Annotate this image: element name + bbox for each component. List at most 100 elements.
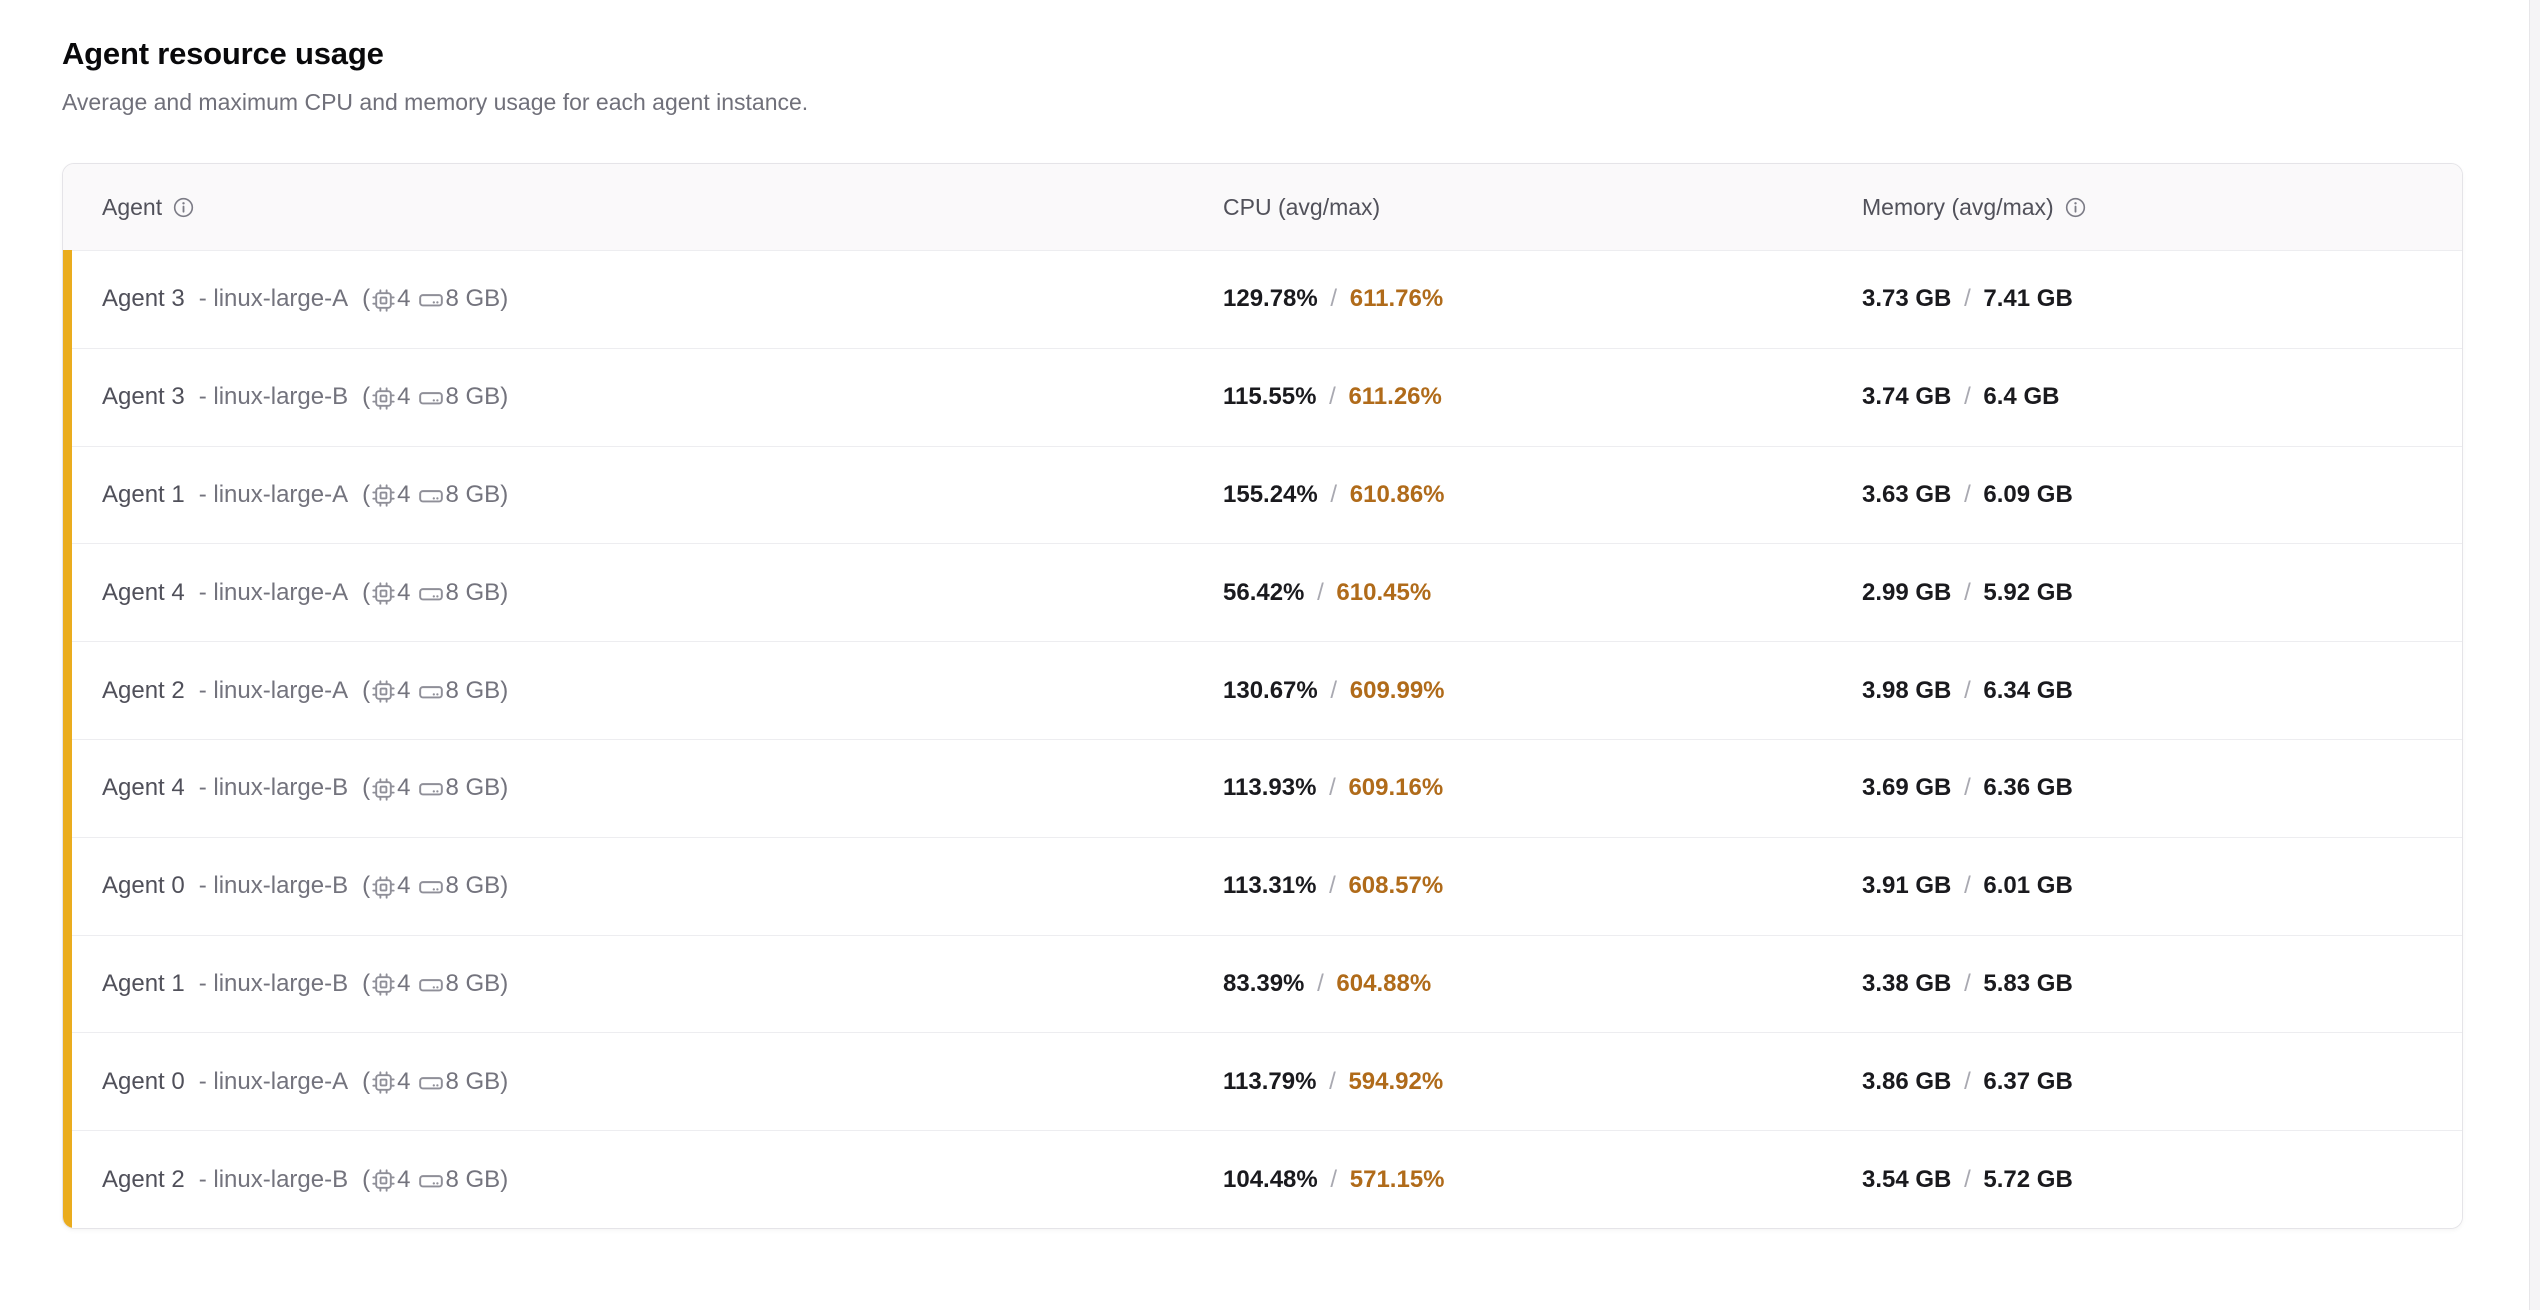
memory-avg-value: 3.63 GB xyxy=(1862,480,1952,508)
cpu-usage-cell: 113.79% / 594.92% xyxy=(1184,1068,1823,1096)
cpu-count: 4 xyxy=(397,774,411,802)
ram-amount: 8 GB xyxy=(445,1165,501,1193)
info-icon[interactable] xyxy=(2064,196,2087,219)
memory-max-value: 5.83 GB xyxy=(1983,969,2073,997)
ram-amount: 8 GB xyxy=(445,872,501,900)
cpu-chip-icon xyxy=(371,1070,396,1095)
agent-spec: ( 4 8 GB ) xyxy=(362,285,508,313)
agent-cell: Agent 1 - linux-large-B ( 4 8 GB xyxy=(63,970,1184,998)
spec-close-paren: ) xyxy=(500,774,509,802)
spec-open-paren: ( xyxy=(362,383,371,411)
cpu-count: 4 xyxy=(397,676,411,704)
cpu-avg-value: 56.42% xyxy=(1223,578,1305,606)
cpu-count: 4 xyxy=(397,1067,411,1095)
info-icon[interactable] xyxy=(172,196,195,219)
cpu-max-value: 609.99% xyxy=(1349,676,1445,704)
agent-name: Agent 2 xyxy=(102,676,185,704)
cpu-max-value: 604.88% xyxy=(1336,969,1432,997)
ram-amount: 8 GB xyxy=(445,1067,501,1095)
agent-cell: Agent 0 - linux-large-B ( 4 8 GB xyxy=(63,872,1184,900)
spec-open-paren: ( xyxy=(362,1165,371,1193)
table-row: Agent 0 - linux-large-B ( 4 8 GB xyxy=(63,836,2462,935)
memory-drive-icon xyxy=(418,679,444,705)
spec-open-paren: ( xyxy=(362,480,371,508)
ram-amount: 8 GB xyxy=(445,774,501,802)
cpu-count: 4 xyxy=(397,969,411,997)
memory-max-value: 6.37 GB xyxy=(1983,1067,2073,1095)
cpu-count: 4 xyxy=(397,383,411,411)
memory-max-value: 5.72 GB xyxy=(1983,1165,2073,1193)
memory-avg-value: 2.99 GB xyxy=(1862,578,1952,606)
spec-open-paren: ( xyxy=(362,872,371,900)
agent-resource-usage-page: Agent resource usage Average and maximum… xyxy=(62,36,2463,1229)
table-row: Agent 1 - linux-large-A ( 4 8 GB xyxy=(63,445,2462,544)
agent-pool: - linux-large-B xyxy=(198,383,349,411)
value-separator: / xyxy=(1330,285,1338,313)
agent-spec: ( 4 8 GB ) xyxy=(362,481,508,509)
ram-amount: 8 GB xyxy=(445,285,501,313)
cpu-usage-cell: 83.39% / 604.88% xyxy=(1184,970,1823,998)
agent-name: Agent 2 xyxy=(102,1165,185,1193)
table-row: Agent 0 - linux-large-A ( 4 8 GB xyxy=(63,1032,2462,1131)
scrollbar-track[interactable] xyxy=(2529,0,2540,1310)
cpu-count: 4 xyxy=(397,480,411,508)
value-separator: / xyxy=(1964,676,1971,704)
agent-pool: - linux-large-B xyxy=(198,1165,349,1193)
cpu-chip-icon xyxy=(371,875,396,900)
cpu-column-label: CPU (avg/max) xyxy=(1223,193,1381,220)
memory-avg-value: 3.74 GB xyxy=(1862,383,1952,411)
accent-stripe xyxy=(63,250,72,1228)
agent-pool: - linux-large-A xyxy=(198,285,349,313)
value-separator: / xyxy=(1964,1165,1971,1193)
cpu-usage-cell: 113.93% / 609.16% xyxy=(1184,774,1823,802)
memory-usage-cell: 3.63 GB / 6.09 GB xyxy=(1823,481,2462,509)
spec-open-paren: ( xyxy=(362,676,371,704)
memory-max-value: 6.36 GB xyxy=(1983,774,2073,802)
value-separator: / xyxy=(1964,285,1971,313)
value-separator: / xyxy=(1329,1067,1336,1095)
memory-usage-cell: 2.99 GB / 5.92 GB xyxy=(1823,579,2462,607)
cpu-usage-cell: 129.78% / 611.76% xyxy=(1184,285,1823,313)
ram-amount: 8 GB xyxy=(445,969,501,997)
cpu-max-value: 608.57% xyxy=(1348,872,1444,900)
agent-pool: - linux-large-B xyxy=(198,969,349,997)
value-separator: / xyxy=(1964,969,1971,997)
value-separator: / xyxy=(1317,578,1324,606)
value-separator: / xyxy=(1329,774,1336,802)
memory-drive-icon xyxy=(418,776,444,802)
cpu-count: 4 xyxy=(397,578,411,606)
value-separator: / xyxy=(1329,872,1336,900)
cpu-chip-icon xyxy=(371,483,396,508)
table-row: Agent 3 - linux-large-A ( 4 8 GB xyxy=(63,250,2462,348)
memory-avg-value: 3.73 GB xyxy=(1862,285,1952,313)
agent-name: Agent 1 xyxy=(102,480,185,508)
spec-close-paren: ) xyxy=(500,480,509,508)
agent-name: Agent 3 xyxy=(102,285,185,313)
spec-close-paren: ) xyxy=(500,969,509,997)
cpu-avg-value: 130.67% xyxy=(1223,676,1318,704)
memory-max-value: 6.4 GB xyxy=(1983,383,2060,411)
spec-open-paren: ( xyxy=(362,578,371,606)
agent-spec: ( 4 8 GB ) xyxy=(362,970,508,998)
agent-spec: ( 4 8 GB ) xyxy=(362,774,508,802)
agent-name: Agent 4 xyxy=(102,578,185,606)
agent-pool: - linux-large-A xyxy=(198,1067,349,1095)
column-header-memory: Memory (avg/max) xyxy=(1823,194,2462,221)
memory-max-value: 6.01 GB xyxy=(1983,872,2073,900)
table-row: Agent 2 - linux-large-A ( 4 8 GB xyxy=(63,641,2462,739)
spec-open-paren: ( xyxy=(362,774,371,802)
value-separator: / xyxy=(1329,383,1336,411)
memory-max-value: 6.09 GB xyxy=(1983,480,2073,508)
agent-cell: Agent 4 - linux-large-B ( 4 8 GB xyxy=(63,774,1184,802)
memory-column-label: Memory (avg/max) xyxy=(1862,193,2054,220)
column-header-cpu: CPU (avg/max) xyxy=(1184,194,1823,221)
agent-name: Agent 0 xyxy=(102,1067,185,1095)
cpu-avg-value: 113.93% xyxy=(1223,774,1317,802)
agent-name: Agent 3 xyxy=(102,383,185,411)
value-separator: / xyxy=(1964,383,1971,411)
spec-close-paren: ) xyxy=(500,285,509,313)
value-separator: / xyxy=(1964,872,1971,900)
value-separator: / xyxy=(1964,480,1971,508)
spec-open-paren: ( xyxy=(362,969,371,997)
memory-avg-value: 3.98 GB xyxy=(1862,676,1952,704)
